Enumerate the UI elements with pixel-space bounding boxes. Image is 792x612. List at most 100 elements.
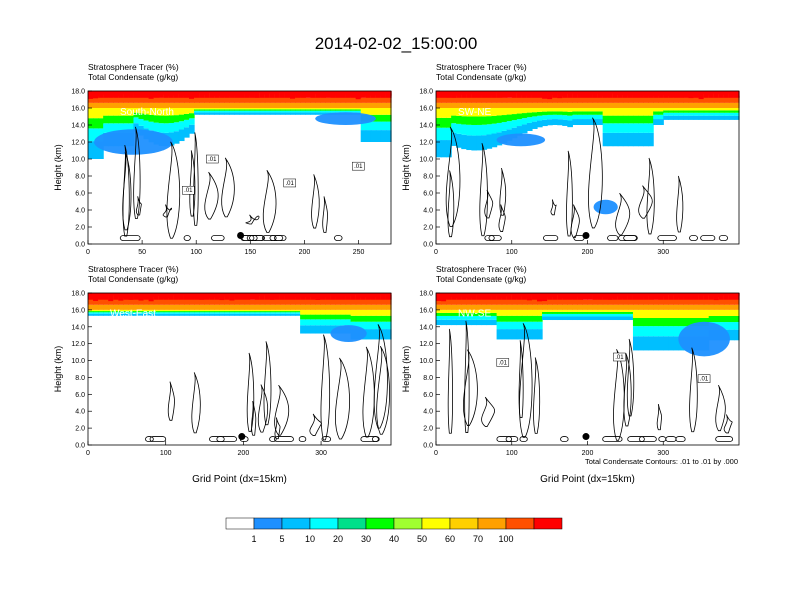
low-cloud-contour bbox=[715, 436, 734, 443]
tracer-cell bbox=[295, 112, 301, 115]
tracer-cell bbox=[638, 102, 644, 108]
tracer-cell bbox=[113, 309, 119, 312]
tracer-cell bbox=[728, 304, 735, 310]
tracer-cell bbox=[118, 313, 124, 316]
tracer-cell bbox=[370, 309, 377, 316]
tracer-cell bbox=[552, 108, 558, 112]
tracer-cell bbox=[234, 313, 241, 316]
tracer-cell bbox=[451, 91, 457, 98]
tracer-cell bbox=[567, 299, 573, 305]
tracer-cell bbox=[441, 293, 447, 302]
tracer-cell bbox=[123, 115, 129, 124]
colorbar: 1 5 10 20 30 40 50 60 70 100 bbox=[225, 517, 563, 544]
tracer-cell bbox=[703, 102, 710, 108]
tracer-cell bbox=[199, 312, 205, 314]
tracer-cell bbox=[526, 297, 533, 305]
tracer-cell bbox=[547, 311, 553, 314]
tracer-cell bbox=[572, 293, 578, 300]
tracer-cell bbox=[456, 312, 462, 316]
tracer-cell bbox=[481, 102, 488, 108]
tracer-cell bbox=[183, 295, 190, 305]
tracer-cell bbox=[108, 123, 114, 133]
tracer-cell bbox=[168, 311, 175, 313]
tracer-cell bbox=[345, 93, 352, 103]
tracer-intrusion bbox=[496, 133, 546, 147]
tracer-cell bbox=[274, 102, 281, 108]
y-tick-label: 2.0 bbox=[75, 225, 85, 232]
tracer-cell bbox=[214, 312, 220, 314]
tracer-cell bbox=[153, 102, 160, 108]
tracer-cell bbox=[511, 114, 518, 121]
tracer-cell bbox=[678, 304, 685, 310]
tracer-cell bbox=[310, 109, 316, 111]
tracer-cell bbox=[456, 293, 462, 298]
tracer-cell bbox=[547, 111, 553, 115]
tracer-cell bbox=[274, 313, 281, 316]
tracer-cell bbox=[658, 91, 664, 98]
tracer-cell bbox=[537, 120, 543, 128]
tracer-cell bbox=[128, 96, 135, 103]
tracer-cell bbox=[658, 111, 664, 115]
tracer-cell bbox=[567, 115, 573, 121]
condensate-contour bbox=[274, 417, 281, 440]
tracer-cell bbox=[542, 119, 548, 127]
low-cloud-contour bbox=[718, 235, 729, 241]
tracer-cell bbox=[673, 295, 679, 305]
tracer-cell bbox=[587, 119, 594, 125]
tracer-cell bbox=[506, 114, 513, 122]
tracer-cell bbox=[340, 309, 347, 315]
tracer-cell bbox=[572, 313, 578, 317]
tracer-cell bbox=[290, 102, 296, 108]
tracer-cell bbox=[708, 108, 715, 111]
tracer-cell bbox=[300, 102, 306, 108]
tracer-cell bbox=[199, 91, 205, 93]
x-tick-label: 250 bbox=[353, 249, 365, 256]
tracer-cell bbox=[98, 312, 104, 314]
tracer-cell bbox=[249, 112, 256, 115]
tracer-cell bbox=[617, 132, 624, 147]
tracer-cell bbox=[118, 96, 124, 103]
tracer-cell bbox=[481, 108, 488, 117]
tracer-cell bbox=[103, 299, 109, 305]
tracer-cell bbox=[466, 319, 472, 326]
tracer-cell bbox=[663, 91, 669, 97]
tracer-cell bbox=[461, 91, 467, 98]
location-marker bbox=[582, 433, 590, 441]
tracer-cell bbox=[224, 312, 230, 314]
tracer-cell bbox=[244, 304, 251, 310]
tracer-cell bbox=[295, 95, 301, 103]
tracer-cell bbox=[123, 123, 129, 133]
tracer-cell bbox=[264, 293, 271, 300]
tracer-cell bbox=[511, 102, 518, 108]
tracer-cell bbox=[688, 91, 695, 99]
tracer-cell bbox=[173, 293, 180, 300]
tracer-cell bbox=[163, 91, 170, 92]
x-tick-label: 50 bbox=[138, 249, 146, 256]
tracer-cell bbox=[138, 313, 145, 316]
low-cloud-contour bbox=[543, 235, 559, 241]
tracer-cell bbox=[234, 293, 241, 300]
tracer-cell bbox=[310, 96, 316, 103]
tracer-cell bbox=[451, 132, 457, 146]
tracer-cell bbox=[491, 315, 498, 320]
tracer-cell bbox=[370, 321, 377, 330]
tracer-cell bbox=[653, 102, 659, 108]
tracer-cell bbox=[209, 110, 215, 113]
tracer-cell bbox=[295, 313, 301, 316]
tracer-cell bbox=[632, 132, 639, 147]
tracer-cell bbox=[607, 97, 614, 103]
tracer-cell bbox=[683, 110, 690, 113]
tracer-cell bbox=[365, 321, 372, 330]
tracer-cell bbox=[506, 293, 513, 300]
tracer-cell bbox=[199, 102, 205, 108]
tracer-cell bbox=[199, 108, 205, 110]
tracer-cell bbox=[592, 111, 599, 115]
tracer-cell bbox=[163, 304, 170, 310]
tracer-cell bbox=[315, 108, 321, 110]
x-tick-label: 300 bbox=[657, 249, 669, 256]
tracer-cell bbox=[466, 94, 472, 103]
tracer-cell bbox=[703, 115, 710, 120]
tracer-cell bbox=[496, 293, 503, 300]
tracer-cell bbox=[693, 293, 700, 299]
tracer-cell bbox=[365, 297, 372, 305]
